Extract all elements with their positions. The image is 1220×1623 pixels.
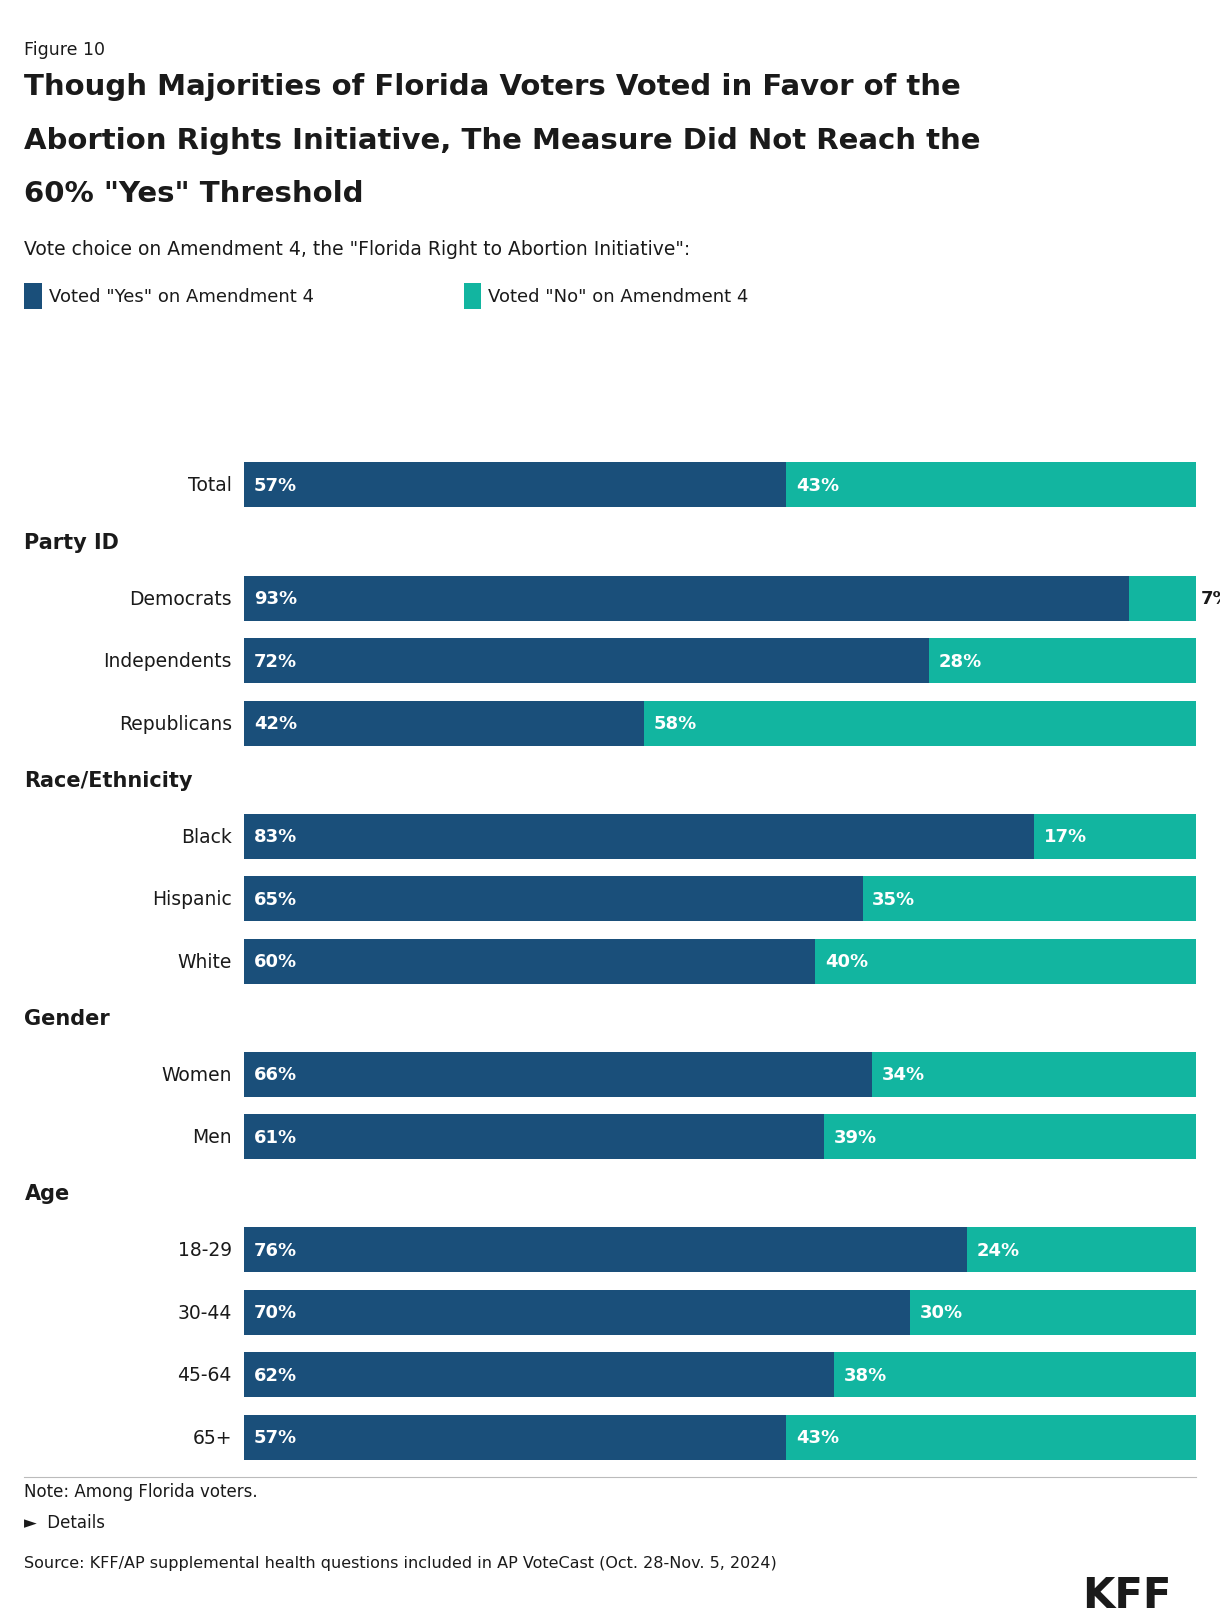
Text: Men: Men [193, 1128, 232, 1146]
Text: 65%: 65% [254, 889, 296, 909]
Text: 58%: 58% [654, 714, 697, 732]
Text: 28%: 28% [939, 652, 982, 670]
Text: Abortion Rights Initiative, The Measure Did Not Reach the: Abortion Rights Initiative, The Measure … [24, 127, 981, 154]
Text: 40%: 40% [825, 953, 867, 971]
Text: Figure 10: Figure 10 [24, 41, 105, 58]
Text: 43%: 43% [797, 1428, 839, 1446]
Text: 35%: 35% [872, 889, 915, 909]
Text: Black: Black [181, 828, 232, 846]
Text: 30-44: 30-44 [177, 1303, 232, 1323]
Text: 61%: 61% [254, 1128, 296, 1146]
Text: 65+: 65+ [193, 1428, 232, 1448]
Text: Independents: Independents [104, 652, 232, 670]
Text: 66%: 66% [254, 1066, 296, 1084]
Text: ►  Details: ► Details [24, 1513, 105, 1530]
Text: 60% "Yes" Threshold: 60% "Yes" Threshold [24, 180, 364, 208]
Text: 76%: 76% [254, 1242, 296, 1259]
Text: 17%: 17% [1043, 828, 1087, 846]
Text: 70%: 70% [254, 1303, 296, 1321]
Text: Republicans: Republicans [118, 714, 232, 734]
Text: 57%: 57% [254, 477, 296, 495]
Text: 30%: 30% [920, 1303, 963, 1321]
Text: 7%: 7% [1200, 589, 1220, 607]
Text: 42%: 42% [254, 714, 296, 732]
Text: Gender: Gender [24, 1008, 110, 1027]
Text: 62%: 62% [254, 1367, 296, 1384]
Text: 60%: 60% [254, 953, 296, 971]
Text: 45-64: 45-64 [177, 1365, 232, 1384]
Text: Vote choice on Amendment 4, the "Florida Right to Abortion Initiative":: Vote choice on Amendment 4, the "Florida… [24, 240, 691, 260]
Text: Note: Among Florida voters.: Note: Among Florida voters. [24, 1482, 257, 1500]
Text: 83%: 83% [254, 828, 296, 846]
Text: 72%: 72% [254, 652, 296, 670]
Text: 57%: 57% [254, 1428, 296, 1446]
Text: Women: Women [161, 1065, 232, 1084]
Text: Total: Total [188, 476, 232, 495]
Text: Source: KFF/AP supplemental health questions included in AP VoteCast (Oct. 28-No: Source: KFF/AP supplemental health quest… [24, 1555, 777, 1569]
Text: Voted "Yes" on Amendment 4: Voted "Yes" on Amendment 4 [49, 287, 315, 307]
Text: Party ID: Party ID [24, 532, 120, 552]
Text: Voted "No" on Amendment 4: Voted "No" on Amendment 4 [488, 287, 749, 307]
Text: Age: Age [24, 1183, 70, 1204]
Text: Hispanic: Hispanic [152, 889, 232, 909]
Text: 38%: 38% [844, 1367, 887, 1384]
Text: Race/Ethnicity: Race/Ethnicity [24, 771, 193, 790]
Text: White: White [177, 953, 232, 971]
Text: KFF: KFF [1082, 1574, 1171, 1617]
Text: 18-29: 18-29 [178, 1240, 232, 1259]
Text: 43%: 43% [797, 477, 839, 495]
Text: 93%: 93% [254, 589, 296, 607]
Text: 39%: 39% [834, 1128, 877, 1146]
Text: Though Majorities of Florida Voters Voted in Favor of the: Though Majorities of Florida Voters Vote… [24, 73, 961, 101]
Text: 34%: 34% [882, 1066, 925, 1084]
Text: 24%: 24% [977, 1242, 1020, 1259]
Text: Democrats: Democrats [129, 589, 232, 609]
